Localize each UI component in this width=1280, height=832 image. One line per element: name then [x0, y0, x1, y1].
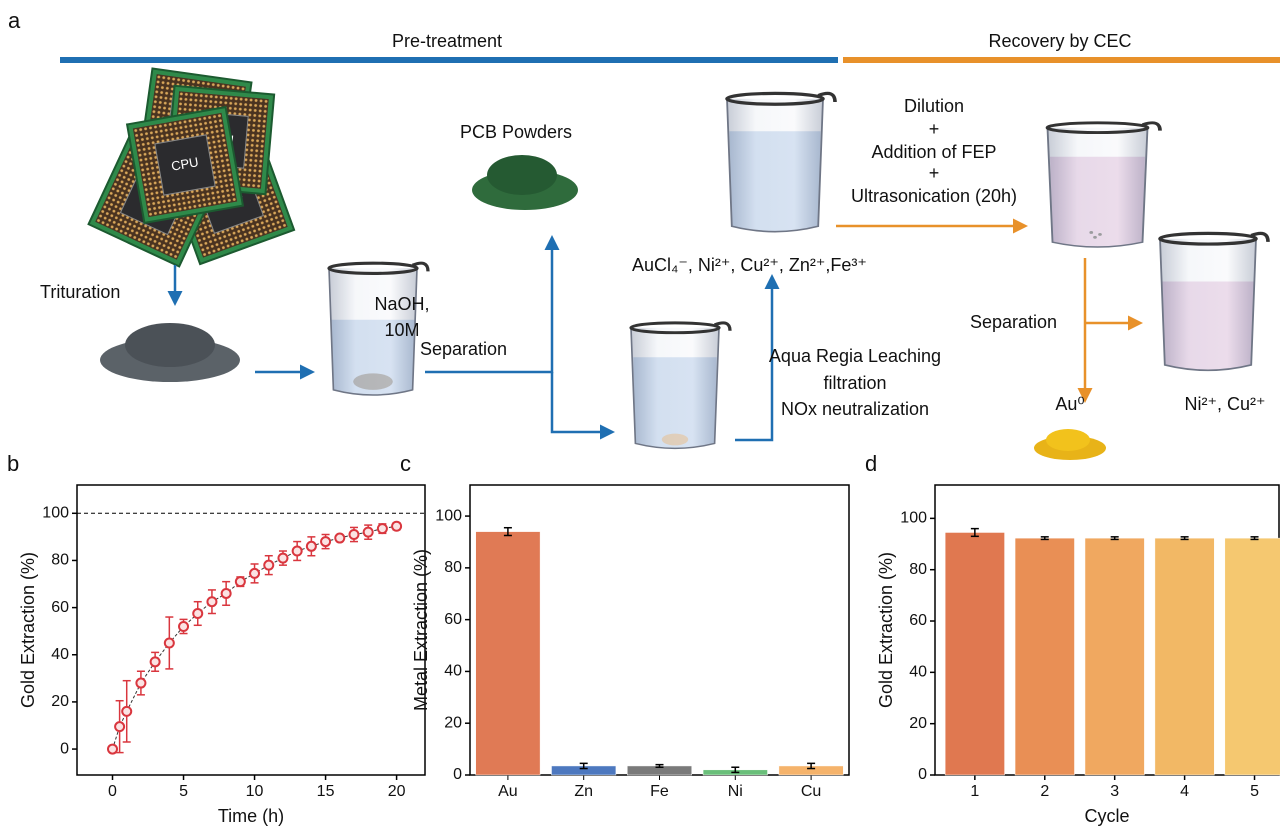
step-label: Separation [420, 339, 507, 359]
step-label: + [929, 119, 940, 139]
y-axis-label: Gold Extraction (%) [18, 552, 38, 708]
x-tick-label: Ni [728, 783, 743, 800]
step-label: PCB Powders [460, 122, 572, 142]
step-label: Au⁰ [1055, 394, 1084, 414]
data-point [151, 657, 160, 666]
data-point [335, 534, 344, 543]
bar [476, 532, 540, 775]
panel-label: c [400, 451, 411, 476]
y-axis-label: Gold Extraction (%) [876, 552, 896, 708]
data-point [293, 547, 302, 556]
step-label: Ultrasonication (20h) [851, 186, 1017, 206]
y-tick-label: 100 [42, 505, 69, 522]
bar [1085, 538, 1144, 775]
y-axis-label: Metal Extraction (%) [411, 549, 431, 711]
plot-frame [77, 485, 425, 775]
y-tick-label: 0 [918, 766, 927, 783]
bar [1155, 538, 1214, 775]
y-tick-label: 40 [51, 646, 69, 663]
x-axis-label: Time (h) [218, 806, 284, 826]
data-point [222, 589, 231, 598]
x-tick-label: 0 [108, 783, 117, 800]
stage-title: Pre-treatment [392, 31, 502, 51]
data-point [307, 542, 316, 551]
y-tick-label: 80 [909, 561, 927, 578]
data-point [378, 524, 387, 533]
x-tick-label: Zn [574, 783, 593, 800]
x-tick-label: 20 [388, 783, 406, 800]
x-tick-label: 5 [1250, 783, 1259, 800]
y-tick-label: 60 [51, 599, 69, 616]
data-point [278, 554, 287, 563]
data-point [207, 597, 216, 606]
data-point [321, 537, 330, 546]
step-label: AuCl₄⁻, Ni²⁺, Cu²⁺, Zn²⁺,Fe³⁺ [632, 255, 867, 275]
data-point [250, 569, 259, 578]
data-point [364, 528, 373, 537]
data-point [115, 722, 124, 731]
y-tick-label: 40 [444, 663, 462, 680]
step-label: filtration [823, 373, 886, 393]
x-tick-label: Fe [650, 783, 669, 800]
stage-title: Recovery by CEC [988, 31, 1131, 51]
data-point [179, 622, 188, 631]
step-label: Trituration [40, 282, 120, 302]
step-label: Aqua Regia Leaching [769, 346, 941, 366]
y-tick-label: 100 [900, 510, 927, 527]
panel-label: d [865, 451, 877, 476]
data-point [136, 679, 145, 688]
y-tick-label: 20 [909, 715, 927, 732]
step-label: 10M [384, 320, 419, 340]
data-point [122, 707, 131, 716]
figure: a Pre-treatment Recovery by CEC CPU CPU … [0, 0, 1280, 832]
step-label: NaOH, [374, 294, 429, 314]
step-label: Addition of FEP [871, 142, 996, 162]
step-label: NOx neutralization [781, 399, 929, 419]
x-tick-label: 3 [1110, 783, 1119, 800]
cpu-chips: CPU CPU CPU [89, 69, 295, 267]
data-point [392, 522, 401, 531]
y-tick-label: 60 [909, 612, 927, 629]
x-tick-label: 1 [970, 783, 979, 800]
bar [1225, 538, 1280, 775]
panel-label: b [7, 451, 19, 476]
step-label: + [929, 163, 940, 183]
bar [1015, 538, 1074, 775]
x-tick-label: Au [498, 783, 518, 800]
panel-label: a [8, 8, 21, 33]
y-tick-label: 80 [51, 552, 69, 569]
x-tick-label: Cu [801, 783, 821, 800]
x-tick-label: 2 [1040, 783, 1049, 800]
y-tick-label: 40 [909, 664, 927, 681]
data-point [165, 638, 174, 647]
data-point [264, 561, 273, 570]
y-tick-label: 20 [51, 693, 69, 710]
step-label: Ni²⁺, Cu²⁺ [1185, 394, 1266, 414]
x-tick-label: 4 [1180, 783, 1189, 800]
step-label: Dilution [904, 96, 964, 116]
data-point [193, 609, 202, 618]
x-tick-label: 5 [179, 783, 188, 800]
step-label: Separation [970, 312, 1057, 332]
x-tick-label: 10 [246, 783, 264, 800]
y-tick-label: 100 [435, 507, 462, 524]
y-tick-label: 60 [444, 611, 462, 628]
x-axis-label: Cycle [1084, 806, 1129, 826]
x-tick-label: 15 [317, 783, 335, 800]
data-point [349, 530, 358, 539]
data-point [236, 577, 245, 586]
y-tick-label: 20 [444, 714, 462, 731]
y-tick-label: 0 [453, 766, 462, 783]
trend-line [113, 526, 397, 749]
y-tick-label: 0 [60, 740, 69, 757]
bar [945, 532, 1004, 775]
y-tick-label: 80 [444, 559, 462, 576]
